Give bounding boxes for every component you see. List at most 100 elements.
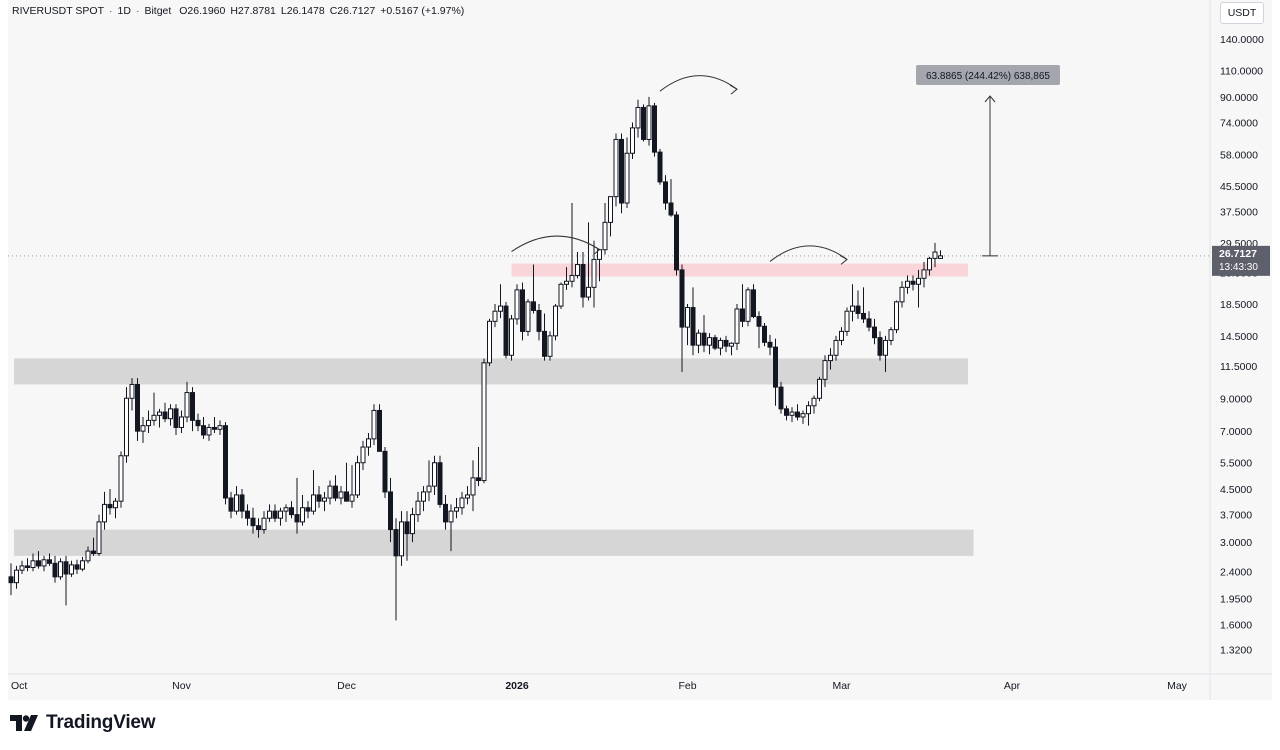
candle-body bbox=[569, 274, 575, 282]
candle-body bbox=[729, 342, 734, 347]
candle-body bbox=[69, 564, 74, 575]
candle-body bbox=[443, 503, 448, 523]
candle-body bbox=[250, 517, 256, 527]
price-tick-label: 9.0000 bbox=[1220, 393, 1252, 405]
candle-body bbox=[267, 510, 272, 519]
candle-body bbox=[558, 283, 564, 307]
price-axis[interactable]: 140.0000 110.0000 90.0000 74.0000 58.0000 45.… bbox=[1220, 34, 1264, 656]
candle-body bbox=[778, 386, 784, 410]
price-tick-label: 14.5000 bbox=[1220, 331, 1258, 343]
candle-body bbox=[707, 337, 712, 346]
candle-body bbox=[459, 497, 465, 509]
candle-body bbox=[448, 510, 454, 523]
candle-body bbox=[437, 462, 443, 505]
candle-body bbox=[602, 221, 608, 251]
candle-body bbox=[239, 494, 245, 512]
candle-body bbox=[855, 305, 861, 314]
price-tick-label: 4.5000 bbox=[1220, 484, 1252, 496]
candle-body bbox=[905, 280, 910, 288]
candle-body bbox=[399, 521, 404, 557]
candle-body bbox=[817, 378, 822, 399]
price-tick-label: 140.0000 bbox=[1220, 34, 1264, 46]
candle-body bbox=[107, 503, 113, 509]
time-tick-label: Nov bbox=[172, 680, 191, 692]
candle-body bbox=[212, 426, 217, 430]
bar-countdown: 13:43:30 bbox=[1219, 262, 1258, 273]
price-tick-label: 5.5000 bbox=[1220, 458, 1252, 470]
price-tick-label: 11.5000 bbox=[1220, 361, 1257, 373]
candle-body bbox=[492, 310, 498, 322]
symbol-name[interactable]: RIVERUSDT SPOT bbox=[12, 5, 104, 17]
time-tick-label: 2026 bbox=[505, 680, 529, 692]
candle-body bbox=[690, 307, 696, 346]
candle-body bbox=[822, 360, 828, 380]
candle-body bbox=[393, 529, 399, 557]
candle-body bbox=[536, 309, 542, 332]
currency-button[interactable]: USDT bbox=[1220, 2, 1264, 24]
candle-body bbox=[932, 251, 938, 259]
last-price-value: 26.7127 bbox=[1219, 248, 1257, 260]
time-tick-label: Mar bbox=[832, 680, 851, 692]
price-tick-label: 58.0000 bbox=[1220, 149, 1258, 161]
candle-body bbox=[888, 329, 894, 341]
candle-body bbox=[575, 264, 580, 276]
candle-body bbox=[586, 286, 591, 298]
candle-body bbox=[102, 503, 107, 523]
candle-body bbox=[476, 477, 481, 482]
candle-body bbox=[327, 485, 333, 499]
candle-body bbox=[421, 491, 426, 502]
candle-body bbox=[96, 521, 102, 554]
price-tick-label: 1.6000 bbox=[1220, 619, 1252, 631]
resistance-zone bbox=[511, 263, 968, 277]
candle-body bbox=[300, 507, 305, 523]
candle-body bbox=[19, 565, 25, 571]
candle-body bbox=[377, 409, 382, 452]
candle-body bbox=[762, 325, 767, 343]
candle-body bbox=[41, 559, 47, 567]
candle-body bbox=[894, 301, 899, 331]
candle-body bbox=[740, 308, 745, 322]
candle-body bbox=[289, 507, 294, 516]
candle-body bbox=[509, 318, 514, 356]
candle-body bbox=[404, 521, 410, 535]
last-price-tag bbox=[1212, 245, 1270, 276]
time-tick-label: Feb bbox=[678, 680, 696, 692]
candle-body bbox=[338, 491, 344, 499]
candle-body bbox=[91, 550, 96, 554]
price-chart[interactable]: 63.8865 (244.42%) 638,865 140.0000 110.00… bbox=[8, 0, 1272, 700]
candle-body bbox=[206, 426, 212, 436]
candle-body bbox=[14, 569, 19, 584]
candle-body bbox=[157, 411, 162, 416]
candle-body bbox=[806, 405, 811, 415]
candle-body bbox=[525, 301, 531, 332]
candle-body bbox=[542, 330, 547, 357]
candle-body bbox=[553, 305, 558, 337]
candle-body bbox=[228, 497, 234, 512]
change-value: +0.5167 (+1.97%) bbox=[380, 5, 465, 17]
symbol-header: RIVERUSDT SPOT · 1D · Bitget O26.1960 H27.878… bbox=[12, 5, 469, 17]
candle-body bbox=[234, 494, 239, 512]
chart-area[interactable]: 63.8865 (244.42%) 638,865 140.0000 110.00… bbox=[8, 0, 1272, 700]
candle-body bbox=[470, 477, 476, 496]
candle-body bbox=[168, 408, 173, 420]
candle-body bbox=[47, 559, 52, 564]
support-zone bbox=[14, 529, 974, 556]
candle-body bbox=[751, 289, 756, 318]
measure-arrowhead bbox=[984, 95, 996, 103]
candle-body bbox=[30, 560, 36, 569]
candle-body bbox=[113, 500, 118, 509]
candle-body bbox=[723, 339, 729, 347]
candle-body bbox=[426, 485, 432, 493]
candle-body bbox=[657, 151, 663, 183]
candle-body bbox=[8, 576, 14, 584]
candle-body bbox=[415, 500, 421, 516]
time-axis[interactable]: Oct Nov Dec 2026 Feb Mar Apr May bbox=[11, 680, 1188, 692]
candle-body bbox=[118, 455, 124, 502]
interval[interactable]: 1D bbox=[117, 5, 131, 17]
time-tick-label: Apr bbox=[1004, 680, 1021, 692]
candle-body bbox=[685, 307, 690, 328]
open-value: O26.1960 bbox=[179, 5, 226, 17]
candle-body bbox=[927, 257, 932, 271]
candles-layer bbox=[8, 96, 1210, 621]
time-tick-label: Oct bbox=[11, 680, 27, 692]
